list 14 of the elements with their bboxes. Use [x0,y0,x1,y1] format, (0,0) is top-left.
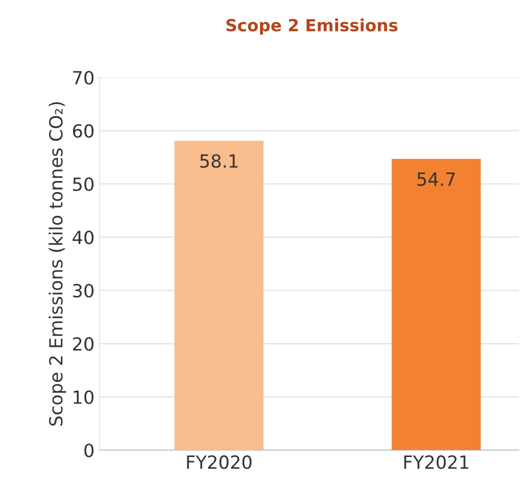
y-tick-label: 50 [73,177,94,192]
data-label: 54.7 [418,172,455,186]
y-tick-label: 0 [84,444,94,458]
x-tick-label: FY2021 [404,455,468,469]
y-axis-title: Scope 2 Emissions (kilo tonnes CO₂) [48,102,66,426]
y-tick-label: 20 [73,337,94,351]
y-tick-label: 70 [73,70,94,85]
y-tick-label: 60 [72,124,94,138]
x-tick-label: FY2020 [187,455,252,469]
y-tick-label: 30 [73,284,94,298]
y-tick-label: 10 [74,390,94,404]
chart-title: Scope 2 Emissions [226,18,398,35]
data-label: 58.1 [200,154,238,168]
y-tick-label: 40 [72,230,94,244]
